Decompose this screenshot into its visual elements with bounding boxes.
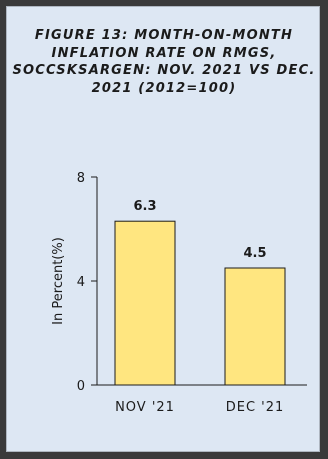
bars: 6.3 NOV '21 4.5 DEC '21 xyxy=(114,199,286,415)
chart-panel: FIGURE 13: MONTH-ON-MONTH INFLATION RATE… xyxy=(6,6,320,452)
y-tick-label: 4 xyxy=(77,275,85,290)
y-tick-label: 0 xyxy=(77,379,85,394)
bar-1 xyxy=(224,267,286,386)
x-tick-label-1: DEC '21 xyxy=(226,400,285,415)
y-tick-label: 8 xyxy=(77,171,85,186)
chart-svg: In Percent(%) 0 4 8 6.3 NOV '21 4.5 DEC '21 xyxy=(51,171,307,415)
data-label-1: 4.5 xyxy=(243,246,266,261)
x-tick-label-0: NOV '21 xyxy=(115,400,175,415)
y-ticks: 0 4 8 xyxy=(77,171,97,394)
data-label-0: 6.3 xyxy=(133,199,156,214)
chart-title: FIGURE 13: MONTH-ON-MONTH INFLATION RATE… xyxy=(12,28,316,96)
bar-0 xyxy=(114,220,176,386)
y-axis-label: In Percent(%) xyxy=(51,237,66,325)
